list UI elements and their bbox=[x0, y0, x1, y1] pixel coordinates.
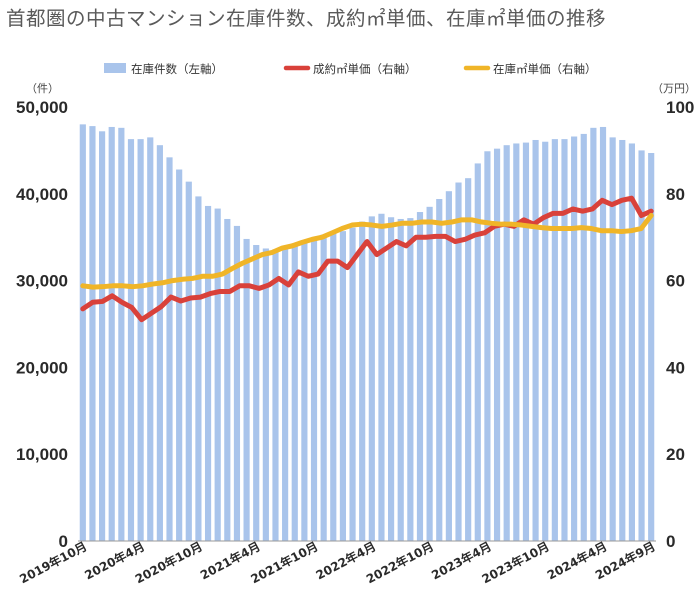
bar bbox=[378, 213, 385, 541]
legend-swatch bbox=[104, 63, 126, 73]
bar bbox=[465, 178, 472, 541]
bar bbox=[368, 216, 375, 541]
left-axis-unit: （件） bbox=[26, 82, 59, 95]
bar bbox=[147, 137, 154, 541]
bar bbox=[291, 243, 298, 541]
bar-series bbox=[79, 124, 655, 542]
right-tick-label: 20 bbox=[666, 445, 685, 464]
bar bbox=[542, 141, 549, 541]
bar bbox=[359, 221, 366, 541]
bar bbox=[619, 139, 626, 542]
bar bbox=[272, 249, 279, 541]
bar bbox=[416, 212, 424, 541]
right-axis-unit: （万円） bbox=[652, 82, 696, 95]
legend-label: 在庫㎡単価（右軸） bbox=[493, 62, 597, 76]
left-tick-label: 20,000 bbox=[16, 358, 68, 377]
bar bbox=[224, 218, 231, 541]
x-tick-label: 2019年10月 bbox=[17, 538, 89, 586]
bar bbox=[127, 139, 135, 541]
left-tick-label: 40,000 bbox=[16, 185, 68, 204]
legend: 在庫件数（左軸） 成約㎡単価（右軸） 在庫㎡単価（右軸） bbox=[104, 62, 597, 76]
bar bbox=[99, 131, 106, 542]
left-tick-label: 10,000 bbox=[16, 445, 68, 464]
line-series bbox=[80, 195, 654, 323]
bar bbox=[330, 232, 337, 542]
bar bbox=[282, 246, 289, 541]
bar bbox=[638, 150, 645, 541]
bar bbox=[108, 126, 115, 542]
bar bbox=[79, 124, 86, 542]
bar bbox=[407, 218, 414, 541]
bar bbox=[89, 126, 96, 541]
bar bbox=[609, 137, 616, 541]
left-tick-label: 0 bbox=[59, 532, 68, 551]
right-tick-label: 0 bbox=[666, 532, 675, 551]
right-tick-label: 40 bbox=[666, 358, 685, 377]
bar bbox=[551, 139, 558, 541]
bar bbox=[118, 127, 125, 541]
right-tick-label: 100 bbox=[666, 98, 694, 117]
bar bbox=[166, 157, 173, 541]
bar bbox=[243, 238, 250, 541]
bar bbox=[388, 217, 395, 542]
bar bbox=[204, 205, 212, 541]
bar bbox=[455, 182, 462, 541]
bar bbox=[590, 127, 597, 541]
bar bbox=[301, 240, 308, 542]
right-tick-label: 80 bbox=[666, 185, 685, 204]
bar bbox=[493, 148, 501, 541]
bar bbox=[339, 231, 346, 541]
bar bbox=[214, 208, 221, 541]
bar bbox=[253, 245, 260, 541]
bar bbox=[233, 225, 241, 542]
series-line bbox=[80, 195, 654, 323]
legend-label: 在庫件数（左軸） bbox=[131, 62, 223, 76]
bar bbox=[262, 248, 269, 542]
bar bbox=[137, 139, 144, 541]
bar bbox=[561, 139, 568, 541]
series-line bbox=[80, 213, 654, 290]
bar bbox=[648, 153, 655, 541]
bar bbox=[320, 234, 327, 541]
bar bbox=[503, 145, 510, 541]
left-tick-label: 30,000 bbox=[16, 272, 68, 291]
bar bbox=[310, 238, 318, 541]
bar bbox=[628, 143, 635, 541]
right-tick-label: 60 bbox=[666, 272, 685, 291]
bar bbox=[445, 191, 452, 541]
chart-title: 首都圏の中古マンション在庫件数、成約㎡単価、在庫㎡単価の推移 bbox=[6, 7, 607, 30]
bar bbox=[349, 227, 356, 541]
bar bbox=[176, 169, 183, 541]
bar bbox=[474, 163, 481, 542]
bar bbox=[513, 143, 520, 541]
bar bbox=[580, 133, 587, 541]
legend-label: 成約㎡単価（右軸） bbox=[313, 62, 417, 76]
bar bbox=[436, 199, 443, 541]
bar bbox=[599, 126, 607, 542]
bar bbox=[156, 145, 163, 541]
bar bbox=[522, 142, 530, 541]
bar bbox=[426, 206, 433, 541]
bar bbox=[571, 136, 578, 541]
bar bbox=[484, 151, 491, 541]
bar bbox=[195, 196, 202, 541]
left-tick-label: 50,000 bbox=[16, 98, 68, 117]
bar bbox=[185, 181, 192, 541]
bar bbox=[397, 218, 404, 541]
bar bbox=[532, 139, 539, 542]
